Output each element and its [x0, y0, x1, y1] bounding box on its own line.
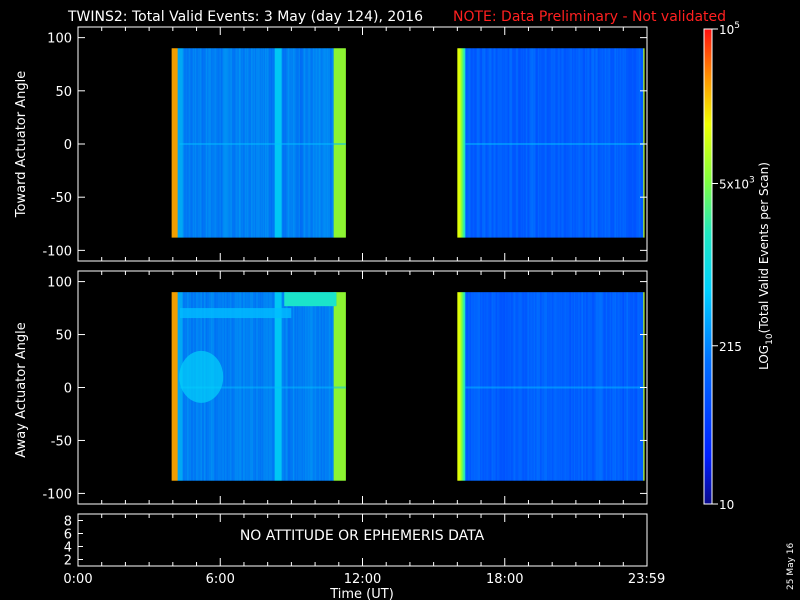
colorbar-tick-label: 215: [719, 340, 742, 354]
y-tick-label: 8: [64, 515, 72, 530]
x-tick-label: 0:00: [63, 572, 92, 587]
y-tick-label: 2: [64, 554, 72, 569]
y-tick-label: -100: [42, 487, 72, 502]
y-tick-label: 50: [55, 85, 72, 100]
y-tick-label: 50: [55, 329, 72, 344]
y-tick-label: 100: [47, 276, 72, 291]
x-tick-label: 12:00: [344, 572, 381, 587]
colorbar-tick-label: 5x103: [719, 175, 755, 191]
colorbar: [703, 28, 713, 505]
x-tick-label: 6:00: [206, 572, 235, 587]
preliminary-note: NOTE: Data Preliminary - Not validated: [453, 9, 726, 25]
x-tick-label: 18:00: [486, 572, 523, 587]
colorbar-ticks: 105 5x103 215 10: [712, 21, 755, 512]
away-heatmap: [171, 292, 645, 481]
plot-title: TWINS2: Total Valid Events: 3 May (day 1…: [67, 9, 423, 25]
y-tick-label: 100: [47, 32, 72, 47]
y-tick-label: 6: [64, 528, 72, 543]
date-stamp: 25 May 16: [786, 542, 796, 590]
no-data-message: NO ATTITUDE OR EPHEMERIS DATA: [240, 528, 485, 544]
y-tick-label: -100: [42, 244, 72, 259]
colorbar-label: LOG10(Total Valid Events per Scan): [757, 162, 775, 370]
x-tick-label: 23:59: [628, 572, 665, 587]
colorbar-tick-label: 10: [719, 498, 734, 512]
y-tick-label: 4: [64, 541, 72, 556]
colorbar-tick-label: 105: [719, 21, 740, 37]
y-tick-label: -50: [51, 434, 72, 449]
toward-heatmap: [171, 48, 645, 238]
y-tick-label: 0: [64, 382, 72, 397]
y-tick-label: 0: [64, 138, 72, 153]
toward-ylabel: Toward Actuator Angle: [14, 71, 29, 218]
x-axis-label: Time (UT): [329, 587, 394, 600]
away-ylabel: Away Actuator Angle: [14, 322, 29, 457]
y-tick-label: -50: [51, 191, 72, 206]
